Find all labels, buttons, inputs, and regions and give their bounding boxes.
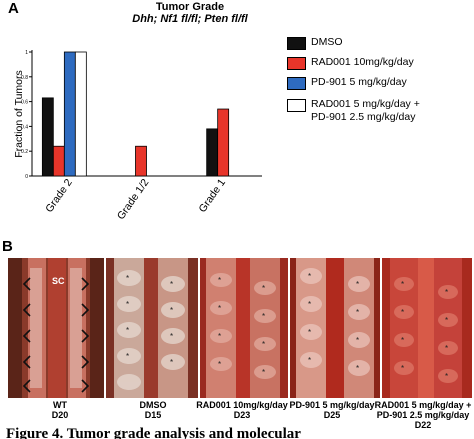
y-tick-label: 0.6 bbox=[21, 100, 28, 106]
bar-chart: 0 0.2 0.4 0.6 0.8 1 Fraction of Tumors Grade 2 G… bbox=[13, 50, 262, 222]
panel-b-letter: B bbox=[2, 238, 13, 255]
svg-text:*: * bbox=[262, 368, 265, 377]
svg-text:*: * bbox=[126, 274, 129, 283]
dissection-photo-strip: SC bbox=[8, 258, 472, 398]
x-tick-label: Grade 1/2 bbox=[115, 177, 152, 222]
photo-label-combo: RAD001 5 mg/kg/day + PD-901 2.5 mg/kg/da… bbox=[374, 400, 472, 430]
svg-text:*: * bbox=[445, 344, 448, 353]
chart-title: Tumor Grade bbox=[155, 1, 225, 13]
legend-label: RAD001 10mg/kg/day bbox=[311, 56, 414, 68]
svg-text:*: * bbox=[401, 280, 404, 289]
legend-label: RAD001 5 mg/kg/day + PD-901 2.5 mg/kg/da… bbox=[311, 98, 420, 123]
bar bbox=[206, 128, 219, 177]
y-tick-label: 0.2 bbox=[21, 149, 28, 155]
svg-text:*: * bbox=[445, 316, 448, 325]
svg-text:*: * bbox=[356, 280, 359, 289]
bar bbox=[217, 108, 230, 177]
svg-text:*: * bbox=[308, 356, 311, 365]
svg-text:*: * bbox=[308, 328, 311, 337]
svg-text:*: * bbox=[445, 288, 448, 297]
svg-text:*: * bbox=[170, 306, 173, 315]
bar bbox=[52, 145, 65, 177]
photo-label-wt: WT D20 bbox=[51, 400, 69, 420]
svg-text:*: * bbox=[218, 276, 221, 285]
figure-caption: Figure 4. Tumor grade analysis and molec… bbox=[6, 426, 301, 439]
y-tick-label: 0.4 bbox=[21, 124, 28, 130]
svg-text:*: * bbox=[170, 280, 173, 289]
svg-text:*: * bbox=[170, 358, 173, 367]
photo-label-dmso: DMSO D15 bbox=[139, 400, 167, 420]
legend-swatch bbox=[287, 57, 306, 70]
legend-item: RAD001 10mg/kg/day bbox=[287, 56, 414, 70]
panel-a-letter: A bbox=[8, 0, 19, 17]
svg-text:*: * bbox=[445, 372, 448, 381]
bar bbox=[41, 97, 54, 177]
svg-text:*: * bbox=[262, 312, 265, 321]
legend-label: DMSO bbox=[311, 36, 343, 48]
legend-item: DMSO bbox=[287, 36, 343, 50]
x-tick-label: Grade 2 bbox=[43, 177, 75, 215]
photo-combo: * * * * * * * * bbox=[382, 258, 472, 398]
legend-item: RAD001 5 mg/kg/day + PD-901 2.5 mg/kg/da… bbox=[287, 98, 420, 124]
svg-text:*: * bbox=[218, 304, 221, 313]
sc-annotation: SC bbox=[52, 276, 65, 286]
bar bbox=[135, 145, 147, 177]
svg-text:*: * bbox=[126, 326, 129, 335]
y-tick-label: 0.8 bbox=[21, 75, 28, 81]
svg-text:*: * bbox=[356, 364, 359, 373]
svg-text:*: * bbox=[126, 300, 129, 309]
svg-text:*: * bbox=[401, 336, 404, 345]
chart-subtitle: Dhh; Nf1 fl/fl; Pten fl/fl bbox=[132, 13, 248, 25]
legend-swatch bbox=[287, 99, 306, 112]
x-tick-label: Grade 1 bbox=[197, 177, 229, 215]
photo-wt: SC bbox=[8, 258, 104, 398]
photo-pd901: * * * * * * * * bbox=[290, 258, 380, 398]
photo-rad001: * * * * * * * * bbox=[200, 258, 288, 398]
svg-text:*: * bbox=[308, 300, 311, 309]
svg-text:*: * bbox=[356, 336, 359, 345]
svg-text:*: * bbox=[356, 308, 359, 317]
bar bbox=[63, 51, 76, 177]
svg-text:*: * bbox=[218, 360, 221, 369]
legend-item: PD-901 5 mg/kg/day bbox=[287, 76, 407, 90]
legend-label: PD-901 5 mg/kg/day bbox=[311, 76, 407, 88]
svg-text:*: * bbox=[126, 352, 129, 361]
photo-dmso: * * * * * * * * bbox=[106, 258, 198, 398]
legend-swatch bbox=[287, 77, 306, 90]
svg-text:*: * bbox=[262, 284, 265, 293]
svg-text:*: * bbox=[262, 340, 265, 349]
legend-swatch bbox=[287, 37, 306, 50]
svg-text:*: * bbox=[401, 364, 404, 373]
y-axis-label: Fraction of Tumors bbox=[13, 70, 25, 158]
photo-label-pd901: PD-901 5 mg/kg/day D25 bbox=[289, 400, 375, 420]
svg-text:*: * bbox=[170, 332, 173, 341]
y-tick-label: 0 bbox=[25, 174, 28, 180]
y-tick-label: 1 bbox=[25, 50, 28, 56]
svg-text:*: * bbox=[401, 308, 404, 317]
bar bbox=[74, 51, 87, 177]
svg-text:*: * bbox=[218, 332, 221, 341]
photo-label-rad001: RAD001 10mg/kg/day D23 bbox=[196, 400, 288, 420]
svg-text:*: * bbox=[308, 272, 311, 281]
